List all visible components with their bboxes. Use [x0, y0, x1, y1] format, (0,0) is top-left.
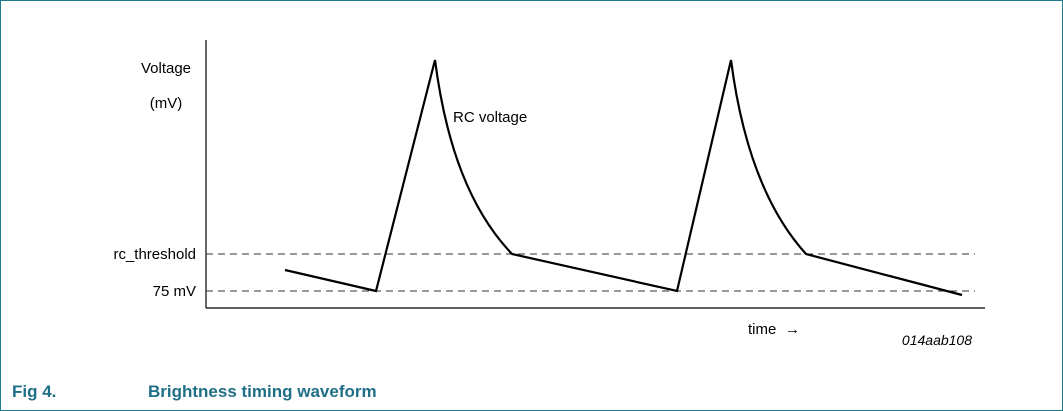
figure-number: Fig 4. [12, 382, 57, 401]
rc-voltage-waveform [284, 59, 963, 297]
rc-threshold-label: rc_threshold [113, 246, 196, 263]
y-axis-label-line2: (mV) [150, 95, 183, 112]
rc-voltage-label: RC voltage [453, 109, 527, 126]
75mv-label: 75 mV [153, 283, 196, 300]
y-axis-label-line1: Voltage [141, 60, 191, 77]
figure-title: Brightness timing waveform [148, 382, 377, 401]
arrow-right-icon: → [785, 321, 800, 338]
figure-caption: Fig 4. Brightness timing waveform [12, 382, 377, 402]
x-axis-label: time [748, 321, 776, 338]
figure-code: 014aab108 [902, 332, 972, 348]
